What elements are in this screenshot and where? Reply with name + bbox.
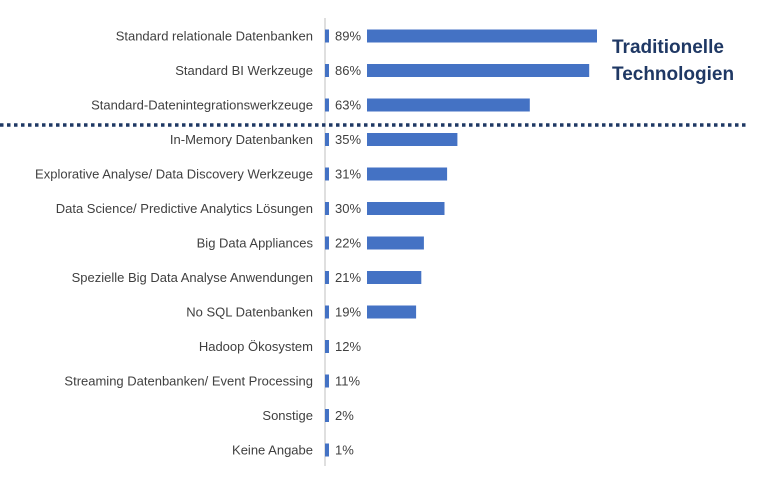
bar-marker bbox=[325, 64, 329, 77]
category-label: Standard-Datenintegrationswerkzeuge bbox=[91, 98, 313, 113]
bar-marker bbox=[325, 409, 329, 422]
category-label: Spezielle Big Data Analyse Anwendungen bbox=[72, 270, 313, 285]
bar-marker bbox=[325, 98, 329, 112]
bar-marker bbox=[325, 374, 329, 388]
value-label: 11% bbox=[335, 374, 360, 389]
bar-marker bbox=[325, 133, 329, 146]
bar-marker bbox=[325, 443, 329, 457]
category-label: Standard relationale Datenbanken bbox=[116, 29, 313, 44]
category-label: Data Science/ Predictive Analytics Lösun… bbox=[56, 201, 313, 216]
bar bbox=[367, 167, 448, 181]
value-label: 22% bbox=[335, 236, 361, 251]
category-label: Keine Angabe bbox=[232, 443, 313, 458]
category-label: Standard BI Werkzeuge bbox=[175, 63, 313, 78]
category-label: Big Data Appliances bbox=[197, 236, 314, 251]
bar bbox=[367, 305, 417, 319]
annotation-line-2: Technologien bbox=[612, 64, 734, 85]
value-label: 89% bbox=[335, 29, 361, 44]
category-label: No SQL Datenbanken bbox=[186, 305, 313, 320]
bar bbox=[367, 64, 590, 77]
category-label: Hadoop Ökosystem bbox=[199, 339, 313, 354]
value-label: 2% bbox=[335, 408, 354, 423]
value-label: 86% bbox=[335, 63, 361, 78]
value-label: 1% bbox=[335, 443, 354, 458]
value-label: 21% bbox=[335, 270, 361, 285]
bar bbox=[367, 236, 424, 250]
category-label: Sonstige bbox=[262, 408, 313, 423]
bar-marker bbox=[325, 167, 329, 181]
bar bbox=[367, 271, 422, 284]
bar bbox=[367, 29, 597, 43]
bar bbox=[367, 133, 458, 146]
bars-layer bbox=[325, 29, 597, 457]
bar bbox=[367, 98, 530, 112]
annotation-line-1: Traditionelle bbox=[612, 37, 724, 58]
value-label: 63% bbox=[335, 98, 361, 113]
category-label: Explorative Analyse/ Data Discovery Werk… bbox=[35, 167, 313, 182]
value-label: 12% bbox=[335, 339, 361, 354]
bar bbox=[367, 202, 445, 215]
bar-marker bbox=[325, 340, 329, 353]
bar-marker bbox=[325, 29, 329, 43]
category-label: Streaming Datenbanken/ Event Processing bbox=[64, 374, 313, 389]
value-label: 30% bbox=[335, 201, 361, 216]
value-label: 19% bbox=[335, 305, 361, 320]
labels-layer: Standard relationale Datenbanken 89% Stand… bbox=[35, 29, 361, 458]
value-label: 31% bbox=[335, 167, 361, 182]
bar-marker bbox=[325, 305, 329, 319]
bar-marker bbox=[325, 236, 329, 250]
value-label: 35% bbox=[335, 132, 361, 147]
category-label: In-Memory Datenbanken bbox=[170, 132, 313, 147]
bar-marker bbox=[325, 202, 329, 215]
bar-marker bbox=[325, 271, 329, 284]
